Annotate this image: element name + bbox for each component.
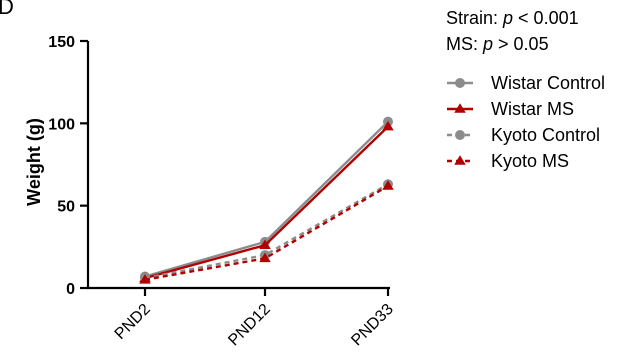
stat-strain-value: < 0.001 — [513, 8, 579, 28]
data-point-triangle — [382, 120, 394, 131]
stat-strain-label: Strain: — [446, 8, 503, 28]
data-point-triangle — [454, 103, 466, 113]
legend-item: Kyoto MS — [447, 151, 569, 171]
x-axis-ticks: PND2 PND12 PND33 — [112, 288, 397, 349]
stat-ms-value: > 0.05 — [493, 34, 549, 54]
panel-label: D — [0, 0, 14, 19]
stat-strain: Strain: p < 0.001 — [446, 8, 579, 28]
legend-item: Wistar MS — [447, 99, 574, 119]
y-tick-label: 50 — [57, 199, 75, 216]
data-point-triangle — [139, 274, 151, 284]
legend-label: Wistar Control — [491, 73, 605, 93]
legend-item: Wistar Control — [447, 73, 605, 93]
data-point-triangle — [259, 252, 271, 263]
y-axis-ticks: 0 50 100 150 — [48, 34, 88, 298]
data-point-circle — [455, 130, 465, 140]
series-line — [144, 183, 389, 280]
x-tick-label: PND12 — [225, 301, 274, 350]
y-axis-label: Weight (g) — [24, 118, 44, 206]
stat-ms-symbol: p — [482, 34, 493, 54]
y-tick-label: 100 — [48, 116, 75, 133]
y-tick-label: 0 — [66, 281, 75, 298]
data-point-triangle — [382, 180, 394, 190]
legend-item: Kyoto Control — [447, 125, 600, 145]
legend-label: Kyoto Control — [491, 125, 600, 145]
legend-label: Wistar MS — [491, 99, 574, 119]
data-point-triangle — [259, 239, 271, 249]
series-group — [139, 116, 394, 284]
stat-ms-label: MS: — [446, 34, 483, 54]
data-point-triangle — [454, 155, 466, 165]
series-3 — [139, 180, 394, 284]
y-tick-label: 150 — [48, 34, 75, 51]
legend: Wistar Control Wistar MS Kyoto Control Kyot… — [447, 73, 605, 171]
legend-label: Kyoto MS — [491, 151, 569, 171]
stat-ms: MS: p > 0.05 — [446, 34, 549, 54]
x-tick-label: PND2 — [112, 301, 154, 343]
data-point-circle — [455, 78, 465, 88]
stat-strain-symbol: p — [502, 8, 513, 28]
x-tick-label: PND33 — [348, 301, 397, 350]
